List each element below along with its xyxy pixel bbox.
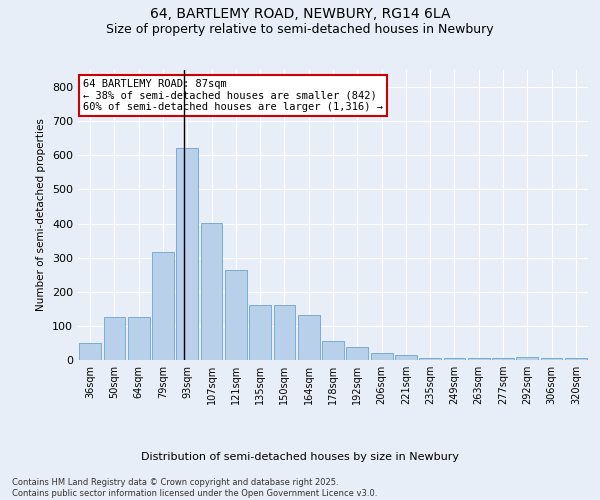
Bar [152,252,174,360]
Bar [565,358,587,360]
Bar [492,358,514,360]
Bar [104,317,125,360]
Bar [322,341,344,360]
Bar [249,306,271,360]
Text: Distribution of semi-detached houses by size in Newbury: Distribution of semi-detached houses by … [141,452,459,462]
Bar [225,270,247,360]
Bar [395,355,417,360]
Bar [298,314,320,360]
Text: Contains HM Land Registry data © Crown copyright and database right 2025.
Contai: Contains HM Land Registry data © Crown c… [12,478,377,498]
Bar [541,358,562,360]
Bar [419,358,441,360]
Bar [468,358,490,360]
Bar [371,353,392,360]
Bar [274,306,295,360]
Bar [517,358,538,360]
Y-axis label: Number of semi-detached properties: Number of semi-detached properties [37,118,46,312]
Text: Size of property relative to semi-detached houses in Newbury: Size of property relative to semi-detach… [106,22,494,36]
Text: 64, BARTLEMY ROAD, NEWBURY, RG14 6LA: 64, BARTLEMY ROAD, NEWBURY, RG14 6LA [150,8,450,22]
Bar [128,317,149,360]
Bar [200,222,223,360]
Bar [443,358,466,360]
Text: 64 BARTLEMY ROAD: 87sqm
← 38% of semi-detached houses are smaller (842)
60% of s: 64 BARTLEMY ROAD: 87sqm ← 38% of semi-de… [83,78,383,112]
Bar [176,148,198,360]
Bar [79,343,101,360]
Bar [346,348,368,360]
